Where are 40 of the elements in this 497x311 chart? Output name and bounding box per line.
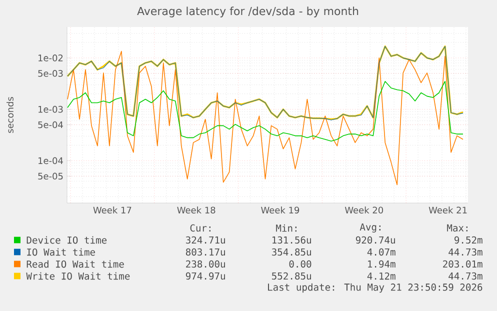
y-tick-label: 5e-03 bbox=[38, 70, 63, 77]
text: Last update: Thu May 21 23:50:59 2026 bbox=[268, 283, 482, 293]
text: Max: bbox=[447, 224, 468, 232]
text: 974.97u bbox=[186, 272, 225, 280]
line-series bbox=[67, 80, 464, 142]
x-tick-label: Week 19 bbox=[261, 206, 300, 214]
line-series bbox=[67, 50, 464, 186]
text: 0.00 bbox=[289, 260, 312, 268]
y-tick-label: 1e-02 bbox=[38, 54, 63, 62]
legend-label: Device IO time bbox=[26, 236, 107, 244]
text: 9.52m bbox=[454, 236, 482, 244]
legend-label: Read IO Wait time bbox=[26, 260, 124, 268]
chart-title: Average latency for /dev/sda - by month bbox=[137, 6, 358, 18]
text: 4.12m bbox=[367, 272, 396, 280]
x-tick-label: Week 18 bbox=[177, 206, 216, 214]
text: 920.74u bbox=[356, 236, 395, 244]
y-tick-label: 5e-04 bbox=[38, 121, 63, 128]
text: Cur: bbox=[190, 224, 210, 232]
text: 44.73m bbox=[448, 248, 482, 256]
x-tick-label: Week 20 bbox=[344, 206, 384, 214]
text: 354.85u bbox=[272, 248, 311, 256]
y-tick-label: 5e-05 bbox=[38, 172, 63, 180]
text: 324.71u bbox=[186, 236, 225, 244]
text: 44.73m bbox=[448, 272, 482, 280]
legend-label: Write IO Wait time bbox=[26, 272, 130, 280]
text: Min: bbox=[276, 224, 296, 232]
text: 4.07m bbox=[367, 248, 396, 256]
y-axis-title: seconds bbox=[6, 97, 14, 133]
text: 803.17u bbox=[186, 248, 225, 256]
x-tick-label: Week 21 bbox=[428, 206, 467, 214]
y-tick-label: 1e-04 bbox=[38, 157, 63, 164]
x-tick-label: Week 17 bbox=[93, 206, 132, 214]
text: 203.01m bbox=[443, 260, 482, 268]
text: 1.94m bbox=[368, 260, 396, 268]
text: 552.85u bbox=[272, 272, 311, 280]
text: 131.56u bbox=[272, 236, 311, 244]
y-tick-label: 1e-03 bbox=[38, 106, 63, 113]
text: 238.00u bbox=[186, 260, 225, 268]
text: Avg: bbox=[360, 223, 380, 233]
legend-label: IO Wait time bbox=[27, 248, 95, 256]
